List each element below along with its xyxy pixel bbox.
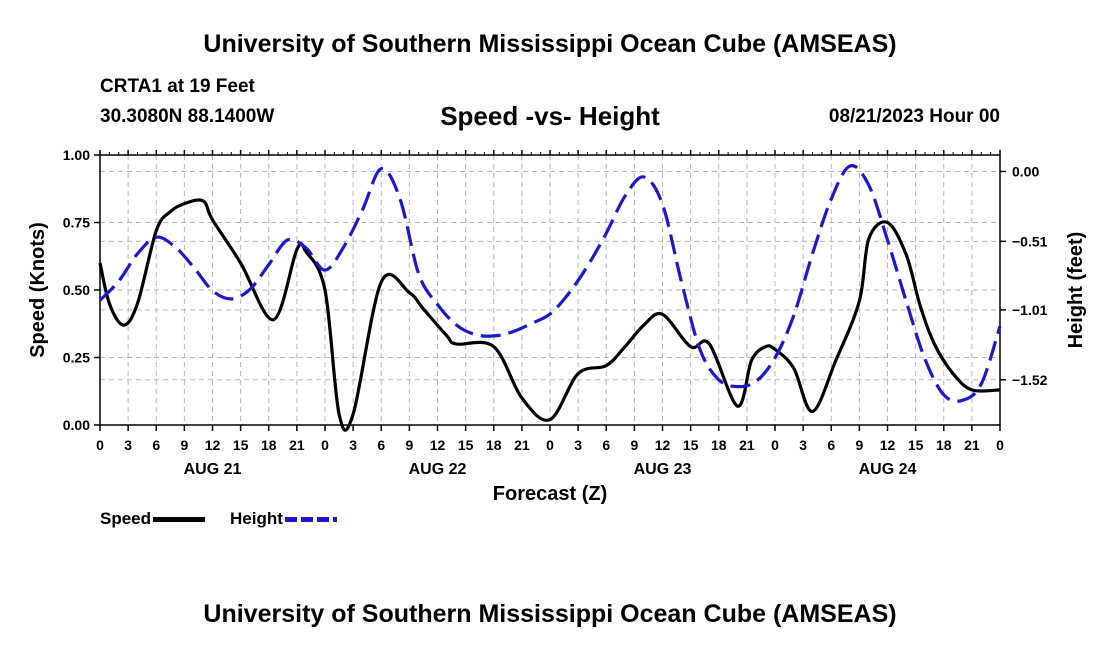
x-tick-label: 0 — [996, 437, 1004, 453]
day-label: AUG 23 — [634, 461, 692, 478]
x-tick-label: 12 — [655, 437, 671, 453]
legend-speed: Speed — [100, 509, 206, 529]
x-tick-label: 9 — [180, 437, 188, 453]
day-label: AUG 24 — [859, 461, 917, 478]
x-tick-label: 18 — [486, 437, 502, 453]
x-tick-label: 3 — [349, 437, 357, 453]
legend-speed-label: Speed — [100, 509, 152, 528]
y2-tick-label: −0.51 — [1012, 233, 1048, 249]
x-tick-label: 15 — [683, 437, 699, 453]
series-line-speed — [98, 198, 1001, 432]
x-tick-label: 12 — [205, 437, 221, 453]
x-tick-label: 6 — [827, 437, 835, 453]
legend-height-label: Height — [230, 509, 283, 528]
station-label: CRTA1 at 19 Feet — [100, 76, 255, 97]
day-label: AUG 22 — [409, 461, 467, 478]
y-tick-label: 0.00 — [63, 417, 90, 433]
x-tick-label: 18 — [261, 437, 277, 453]
chart-subtitle: Speed -vs- Height — [440, 101, 660, 131]
coordinates-label: 30.3080N 88.1400W — [100, 106, 275, 127]
plot-frame — [99, 154, 1001, 426]
x-tick-label: 0 — [771, 437, 779, 453]
x-tick-label: 0 — [321, 437, 329, 453]
x-tick-label: 15 — [233, 437, 249, 453]
series-line-height — [98, 164, 1002, 403]
x-tick-label: 21 — [739, 437, 755, 453]
y-tick-label: 1.00 — [63, 147, 90, 163]
x-tick-label: 15 — [908, 437, 924, 453]
y2-tick-label: 0.00 — [1012, 163, 1039, 179]
x-tick-label: 3 — [124, 437, 132, 453]
x-tick-label: 15 — [458, 437, 474, 453]
forecast-datetime: 08/21/2023 Hour 00 — [828, 106, 1000, 127]
legend-speed-swatch — [153, 516, 206, 522]
x-tick-label: 9 — [630, 437, 638, 453]
y-tick-label: 0.75 — [63, 215, 90, 231]
y-tick-label: 0.25 — [63, 350, 90, 366]
y2-tick-label: −1.01 — [1012, 302, 1048, 318]
x-tick-label: 3 — [799, 437, 807, 453]
x-axis-title: Forecast (Z) — [493, 483, 607, 505]
footer-title: University of Southern Mississippi Ocean… — [203, 600, 897, 628]
y-axis-title: Speed (Knots) — [27, 222, 49, 358]
x-tick-label: 18 — [936, 437, 952, 453]
x-tick-label: 0 — [546, 437, 554, 453]
x-tick-label: 18 — [711, 437, 727, 453]
x-tick-label: 6 — [377, 437, 385, 453]
x-tick-label: 3 — [574, 437, 582, 453]
chart-main-title: University of Southern Mississippi Ocean… — [203, 30, 897, 58]
x-tick-label: 9 — [855, 437, 863, 453]
x-tick-label: 9 — [405, 437, 413, 453]
x-tick-label: 6 — [602, 437, 610, 453]
y2-tick-label: −1.52 — [1012, 372, 1048, 388]
y-tick-label: 0.50 — [63, 282, 90, 298]
x-tick-label: 6 — [152, 437, 160, 453]
x-tick-label: 0 — [96, 437, 104, 453]
day-label: AUG 21 — [184, 461, 242, 478]
legend-height-swatch — [284, 516, 337, 522]
x-tick-label: 21 — [964, 437, 980, 453]
x-tick-label: 21 — [514, 437, 530, 453]
x-tick-label: 12 — [430, 437, 446, 453]
legend-height: Height — [230, 509, 337, 529]
y2-axis-title: Height (feet) — [1065, 232, 1087, 349]
x-tick-label: 12 — [880, 437, 896, 453]
x-tick-label: 21 — [289, 437, 305, 453]
